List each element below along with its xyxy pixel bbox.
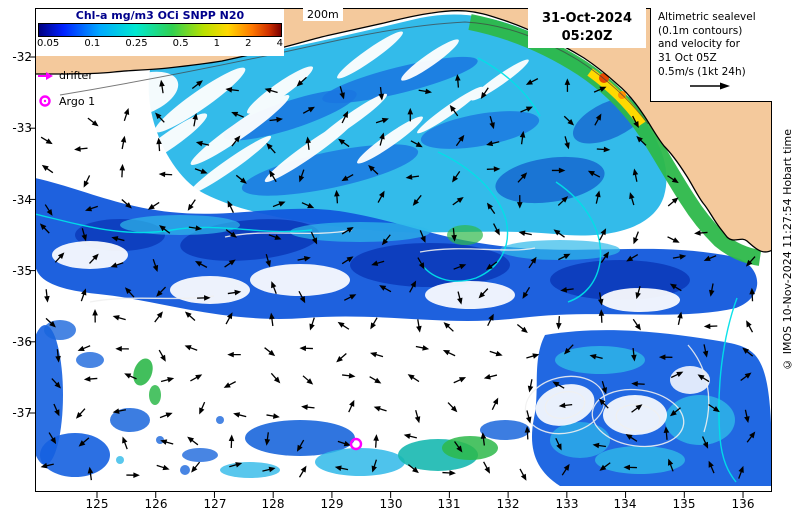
depth-contour-label: 200m <box>303 8 343 21</box>
x-axis-label: 134 <box>613 497 637 511</box>
bathymetry-contour <box>59 21 649 125</box>
colorbar-tick: 0.05 <box>37 38 60 49</box>
x-axis-label: 133 <box>555 497 579 511</box>
info-line: 31 Oct 05Z <box>658 51 717 64</box>
info-line: and velocity for <box>658 38 740 51</box>
velocity-arrows <box>39 74 756 481</box>
argo-float-icon <box>39 95 51 107</box>
x-axis-label: 125 <box>85 497 109 511</box>
x-axis-label: 132 <box>496 497 520 511</box>
chlorophyll-field <box>35 14 772 486</box>
colorbar: Chl-a mg/m3 OCi SNPP N20 0.05 0.1 0.25 0… <box>36 9 284 56</box>
x-axis-label: 136 <box>731 497 755 511</box>
y-axis-label: -37 <box>12 406 32 420</box>
legend-argo: Argo 1 <box>38 94 95 108</box>
y-axis-label: -33 <box>12 121 32 135</box>
map-time: 05:20Z <box>561 29 613 44</box>
info-line: Altimetric sealevel <box>658 11 756 23</box>
colorbar-tick: 2 <box>245 38 252 49</box>
sealevel-contours-cyan <box>35 57 738 483</box>
credit-text: © IMOS 10-Nov-2024 11:27:54 Hobart time <box>780 129 794 371</box>
legend-drifter-label: drifter <box>59 69 93 82</box>
map-border <box>35 8 772 492</box>
x-axis-label: 129 <box>320 497 344 511</box>
info-line: 0.5m/s (1kt 24h) <box>658 65 746 78</box>
axis-ticks <box>29 56 744 498</box>
legend-argo-label: Argo 1 <box>59 94 96 108</box>
x-axis-label: 131 <box>437 497 461 511</box>
colorbar-title: Chl-a mg/m3 OCi SNPP N20 <box>75 9 245 22</box>
x-axis-label: 127 <box>203 497 227 511</box>
colorbar-ticks: 0.05 0.1 0.25 0.5 1 2 4 <box>36 38 284 49</box>
map-date: 31-Oct-2024 <box>541 11 633 26</box>
argo-float-marker <box>349 437 363 451</box>
colorbar-tick: 1 <box>213 38 221 49</box>
legend-drifter: drifter <box>38 69 93 82</box>
x-axis-label: 135 <box>672 497 696 511</box>
y-axis-label: -34 <box>12 193 32 207</box>
drifter-arrow-icon <box>38 71 53 80</box>
colorbar-tick: 4 <box>276 38 283 49</box>
y-axis-label: -36 <box>12 335 32 349</box>
y-axis-label: -32 <box>12 50 32 64</box>
colorbar-gradient <box>38 23 282 37</box>
colorbar-tick: 0.25 <box>125 38 148 49</box>
x-axis-label: 128 <box>261 497 285 511</box>
info-line: (0.1m contours) <box>658 24 743 37</box>
sealevel-contours-white <box>89 229 710 448</box>
timestamp-panel: 31-Oct-2024 05:20Z <box>528 8 646 48</box>
y-axis-label: -35 <box>12 264 32 278</box>
colorbar-tick: 0.5 <box>172 38 189 49</box>
altimetry-info-box: Altimetric sealevel (0.1m contours) and … <box>650 8 772 102</box>
x-axis-label: 126 <box>144 497 168 511</box>
scale-arrow-icon <box>690 82 730 90</box>
x-axis-label: 130 <box>379 497 403 511</box>
colorbar-tick: 0.1 <box>84 38 101 49</box>
